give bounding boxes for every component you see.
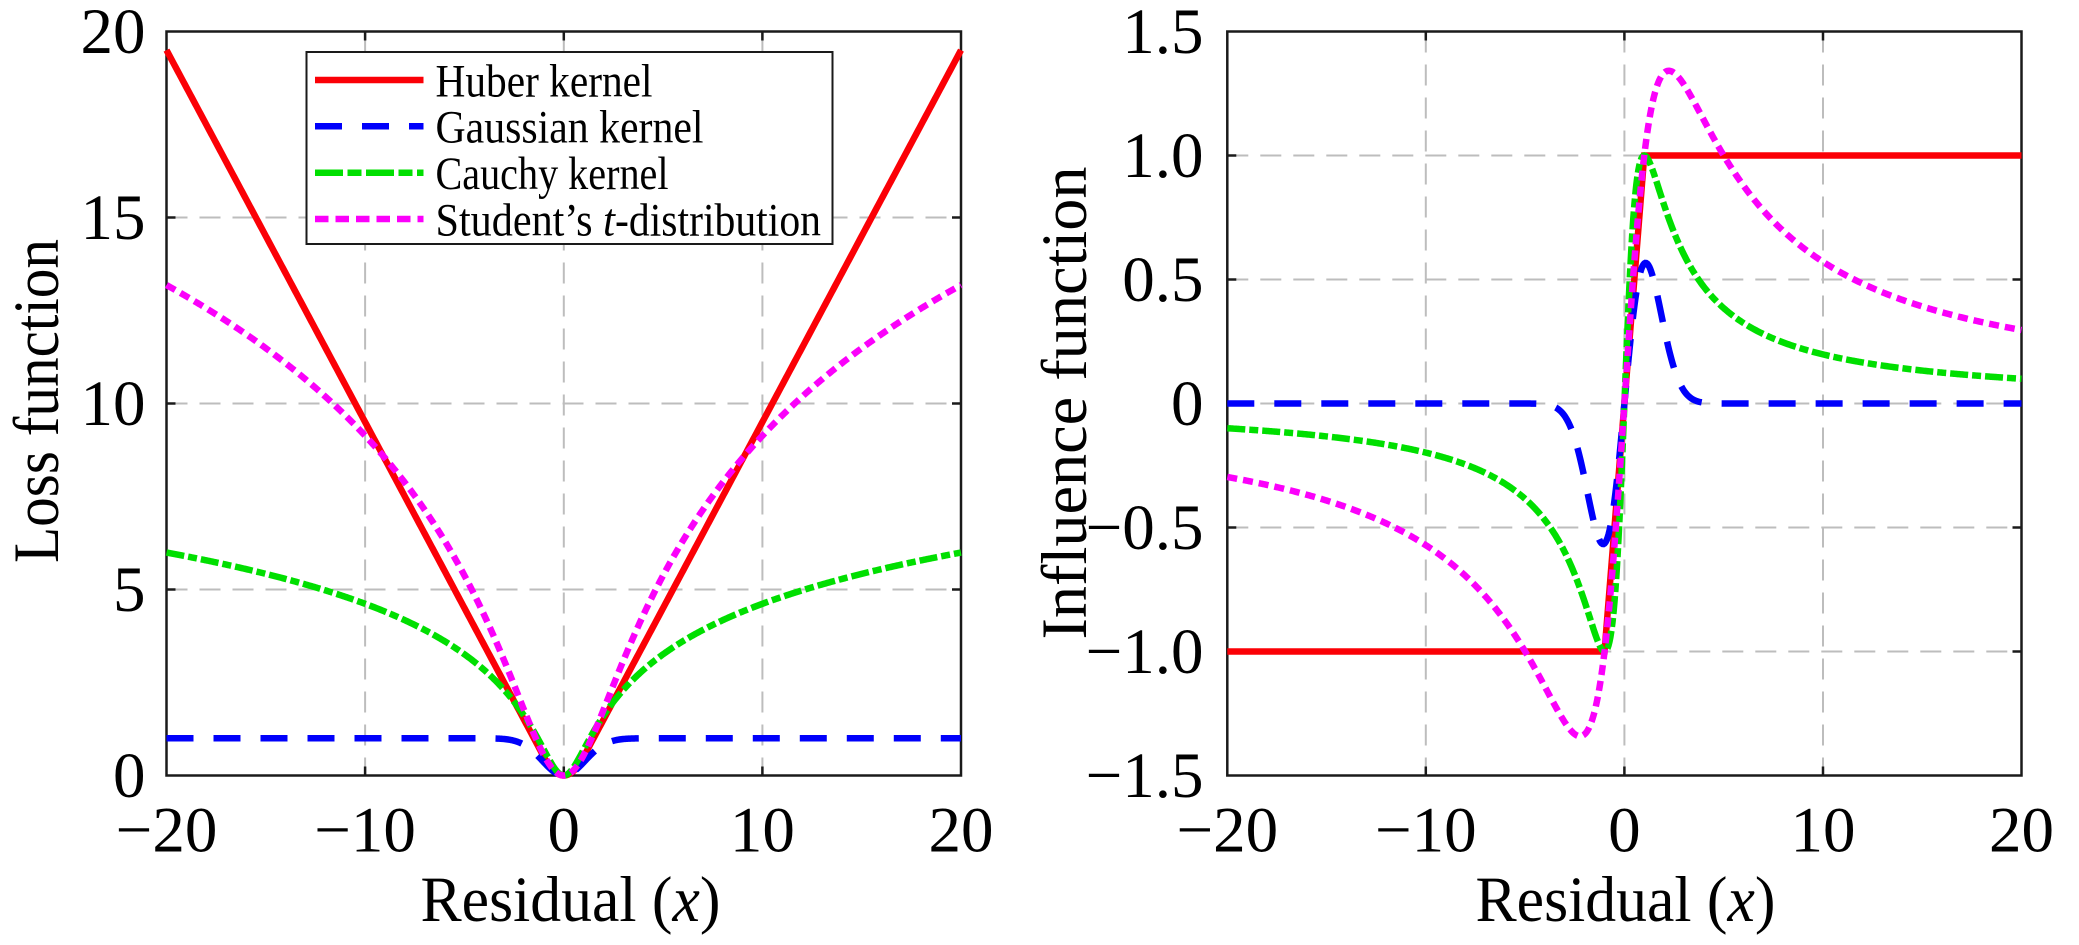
svg-text:15: 15	[81, 182, 146, 254]
svg-text:1.0: 1.0	[1122, 120, 1203, 192]
svg-text:Student’s: Student’s	[436, 194, 593, 246]
svg-text:x: x	[672, 864, 700, 936]
svg-text:0.5: 0.5	[1122, 244, 1203, 316]
svg-text:−10: −10	[314, 795, 416, 867]
svg-text:): )	[1755, 864, 1776, 936]
svg-text:20: 20	[81, 0, 146, 68]
svg-text:−20: −20	[116, 795, 218, 867]
svg-text:t: t	[603, 194, 616, 246]
svg-text:Gaussian kernel: Gaussian kernel	[436, 102, 704, 154]
svg-text:5: 5	[113, 554, 146, 626]
svg-text:−10: −10	[1375, 795, 1477, 867]
svg-text:−1.0: −1.0	[1086, 616, 1204, 688]
svg-text:0: 0	[1608, 795, 1641, 867]
svg-text:Residual (: Residual (	[1476, 864, 1728, 936]
svg-text:−1.5: −1.5	[1086, 740, 1204, 812]
svg-text:Huber kernel: Huber kernel	[436, 55, 653, 107]
svg-text:1.5: 1.5	[1122, 0, 1203, 68]
svg-text:Cauchy kernel: Cauchy kernel	[436, 148, 669, 200]
svg-text:−0.5: −0.5	[1086, 492, 1204, 564]
svg-text:−20: −20	[1176, 795, 1278, 867]
svg-text:-distribution: -distribution	[615, 194, 821, 246]
svg-text:0: 0	[113, 740, 146, 812]
svg-text:20: 20	[1989, 795, 2054, 867]
svg-text:0: 0	[548, 795, 581, 867]
svg-text:10: 10	[1791, 795, 1856, 867]
svg-text:0: 0	[1171, 368, 1204, 440]
svg-text:10: 10	[730, 795, 795, 867]
svg-text:Influence function: Influence function	[1029, 167, 1101, 640]
svg-text:20: 20	[929, 795, 994, 867]
svg-text:Loss function: Loss function	[1, 239, 73, 563]
svg-text:10: 10	[81, 368, 146, 440]
svg-text:Residual (: Residual (	[421, 864, 673, 936]
svg-text:x: x	[1727, 864, 1755, 936]
svg-text:): )	[700, 864, 721, 936]
